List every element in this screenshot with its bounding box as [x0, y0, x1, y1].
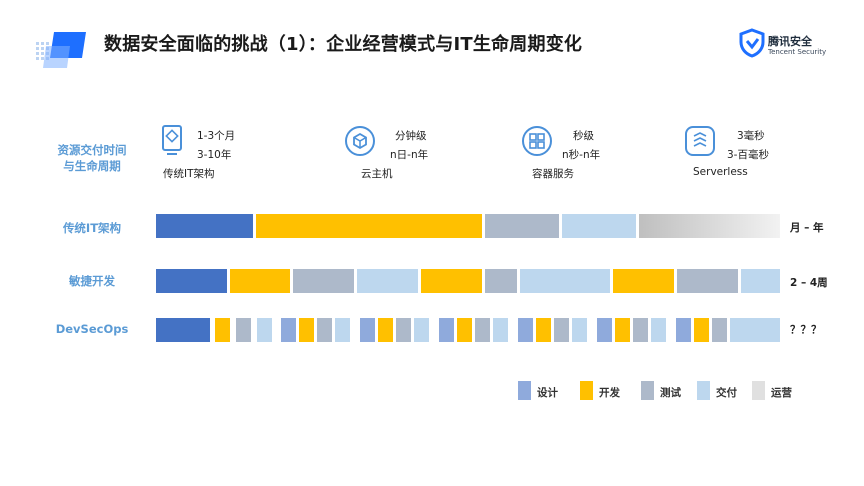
bar-dev	[694, 318, 709, 342]
legend-swatch-test	[641, 381, 654, 400]
bar-deliver	[493, 318, 508, 342]
bar-deliver	[562, 214, 636, 238]
brand-mark-icon	[34, 32, 90, 72]
stage-3-life: n秒-n年	[562, 149, 601, 161]
stage-1-life: 3-10年	[197, 149, 232, 161]
stage-2-time: 分钟级	[395, 130, 427, 142]
logo-name: 腾讯安全	[768, 35, 812, 48]
bar-design	[156, 269, 227, 293]
logo-subtitle: Tencent Security	[768, 48, 827, 56]
bar-design	[156, 214, 253, 238]
bar-test	[712, 318, 727, 342]
legend-label-test: 测试	[660, 387, 681, 399]
row-label-agile: 敏捷开发	[69, 274, 115, 288]
period-devsecops: ？？？	[790, 324, 822, 336]
stage-3-time: 秒级	[573, 130, 594, 142]
bar-test	[475, 318, 490, 342]
bar-deliver	[414, 318, 429, 342]
stage-1-time: 1-3个月	[197, 130, 236, 142]
bar-deliver	[257, 318, 272, 342]
bar-dev	[457, 318, 472, 342]
lifecycle-header-line2: 与生命周期	[63, 159, 121, 173]
legend-label-deliver: 交付	[716, 387, 737, 399]
bar-design	[518, 318, 533, 342]
bar-test	[554, 318, 569, 342]
tencent-security-logo	[738, 28, 766, 58]
period-agile: 2 – 4周	[790, 277, 828, 289]
bar-test	[293, 269, 354, 293]
legend-swatch-dev	[580, 381, 593, 400]
bar-test	[317, 318, 332, 342]
bar-deliver	[335, 318, 350, 342]
bar-deliver	[730, 318, 780, 342]
row-label-devsecops: DevSecOps	[55, 322, 129, 336]
page-title: 数据安全面临的挑战（1）：企业经营模式与IT生命周期变化	[104, 34, 583, 55]
bar-design	[156, 318, 210, 342]
bar-dev	[230, 269, 290, 293]
container-icon	[522, 126, 552, 156]
bar-test	[396, 318, 411, 342]
document-icon	[160, 124, 186, 156]
bar-dev	[421, 269, 482, 293]
bar-deliver	[651, 318, 666, 342]
bar-design	[597, 318, 612, 342]
legend-label-dev: 开发	[599, 387, 620, 399]
bar-test	[485, 214, 559, 238]
bar-dev	[299, 318, 314, 342]
cloud-cube-icon	[345, 126, 375, 156]
legend-label-ops: 运营	[771, 387, 792, 399]
bar-deliver	[572, 318, 587, 342]
bar-test	[633, 318, 648, 342]
stage-3-name: 容器服务	[532, 168, 574, 180]
bar-test	[236, 318, 251, 342]
lifecycle-header: 资源交付时间 与生命周期	[44, 142, 140, 174]
serverless-icon	[685, 126, 715, 156]
stage-2-name: 云主机	[361, 168, 393, 180]
stage-4-life: 3-百毫秒	[727, 149, 769, 161]
stage-1-name: 传统IT架构	[163, 168, 215, 180]
period-traditional: 月 – 年	[790, 222, 824, 234]
stage-2-life: n日-n年	[390, 149, 429, 161]
bar-test	[677, 269, 738, 293]
legend-swatch-ops	[752, 381, 765, 400]
legend-swatch-deliver	[697, 381, 710, 400]
stage-4-time: 3毫秒	[737, 130, 765, 142]
bar-dev	[536, 318, 551, 342]
stage-4-name: Serverless	[693, 166, 748, 178]
bar-deliver	[741, 269, 780, 293]
bar-deliver	[357, 269, 418, 293]
bar-design	[281, 318, 296, 342]
lifecycle-header-line1: 资源交付时间	[57, 143, 127, 157]
bar-test	[485, 269, 517, 293]
bar-dev	[256, 214, 482, 238]
legend-label-design: 设计	[537, 387, 558, 399]
bar-dev	[215, 318, 230, 342]
bar-design	[360, 318, 375, 342]
bar-ops	[639, 214, 780, 238]
bar-dev	[613, 269, 674, 293]
bar-design	[676, 318, 691, 342]
bar-design	[439, 318, 454, 342]
bar-deliver	[520, 269, 610, 293]
row-label-traditional: 传统IT架构	[62, 221, 122, 235]
legend-swatch-design	[518, 381, 531, 400]
bar-dev	[378, 318, 393, 342]
bar-dev	[615, 318, 630, 342]
